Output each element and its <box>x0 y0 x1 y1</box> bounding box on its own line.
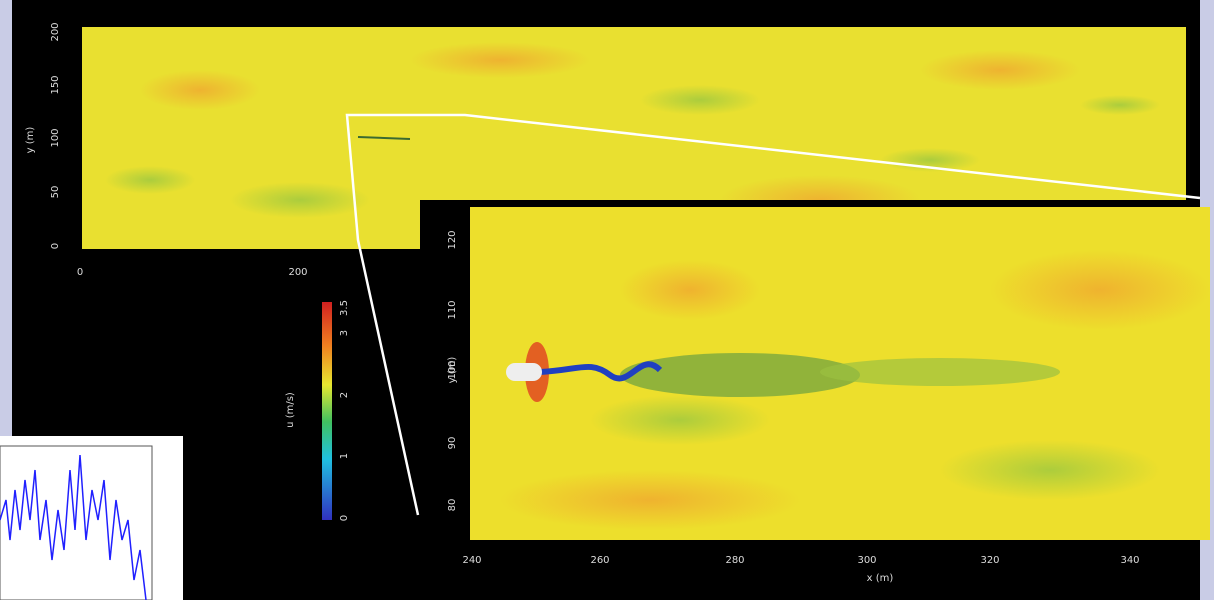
y-tick-label: 50 <box>50 186 61 199</box>
y-axis-label: y (m) <box>25 127 36 154</box>
x-tick-label: 240 <box>462 555 481 566</box>
x-tick-label: 260 <box>590 555 609 566</box>
x-tick-label: 320 <box>980 555 999 566</box>
colorbar-tick-label: 3 <box>339 330 350 336</box>
x-tick-label: 280 <box>725 555 744 566</box>
y-tick-label: 200 <box>50 22 61 41</box>
signal-inset <box>0 436 183 600</box>
x-tick-label: 200 <box>288 267 307 278</box>
colorbar-tick-label: 3.5 <box>339 300 350 316</box>
y-tick-label: 80 <box>447 499 458 512</box>
colorbar-tick-label: 1 <box>339 453 350 459</box>
y-tick-label: 150 <box>50 75 61 94</box>
x-axis-label: x (m) <box>867 573 894 584</box>
y-tick-label: 110 <box>447 300 458 319</box>
x-tick-label: 0 <box>77 267 83 278</box>
y-tick-label: 100 <box>447 360 458 379</box>
x-tick-label: 300 <box>857 555 876 566</box>
y-tick-label: 120 <box>447 230 458 249</box>
y-tick-label: 100 <box>50 128 61 147</box>
colorbar-tick-label: 2 <box>339 392 350 398</box>
x-tick-label: 340 <box>1120 555 1139 566</box>
colorbar-tick-label: 0 <box>339 515 350 521</box>
y-tick-label: 0 <box>50 243 61 249</box>
colorbar-label: u (m/s) <box>285 392 296 428</box>
figure: y (m) 0 50 100 150 200 0 200 u (m/s) 0 1 2 3 3.5… <box>0 0 1214 600</box>
y-tick-label: 90 <box>447 437 458 450</box>
